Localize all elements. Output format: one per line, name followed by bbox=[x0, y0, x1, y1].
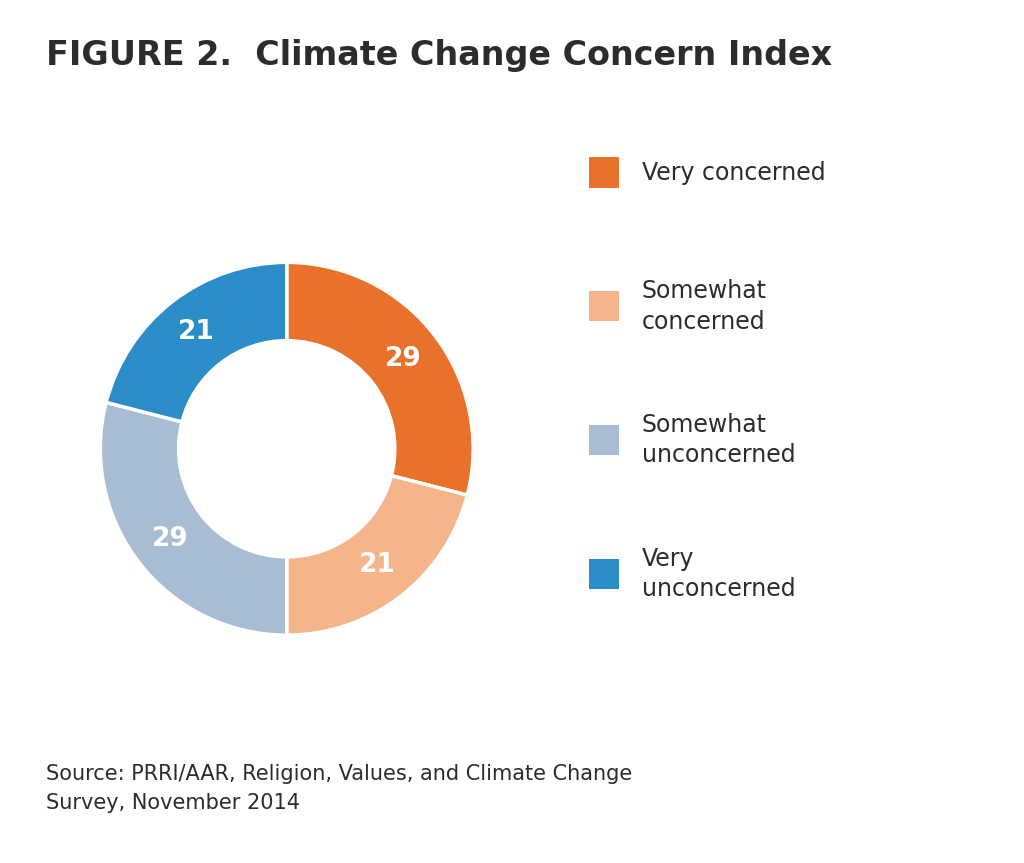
Text: Source: PRRI/AAR, Religion, Values, and Climate Change
Survey, November 2014: Source: PRRI/AAR, Religion, Values, and … bbox=[46, 764, 633, 813]
Text: Very
unconcerned: Very unconcerned bbox=[641, 546, 796, 602]
Text: Very concerned: Very concerned bbox=[641, 161, 825, 185]
Wedge shape bbox=[287, 262, 473, 495]
Text: Somewhat
concerned: Somewhat concerned bbox=[641, 279, 767, 334]
Text: 21: 21 bbox=[358, 552, 395, 578]
Text: FIGURE 2.  Climate Change Concern Index: FIGURE 2. Climate Change Concern Index bbox=[46, 39, 833, 72]
Text: 29: 29 bbox=[152, 526, 188, 552]
Text: 29: 29 bbox=[385, 345, 422, 371]
Wedge shape bbox=[287, 476, 467, 635]
Text: Somewhat
unconcerned: Somewhat unconcerned bbox=[641, 413, 796, 468]
Wedge shape bbox=[100, 402, 287, 635]
Text: 21: 21 bbox=[178, 319, 215, 345]
Wedge shape bbox=[106, 262, 287, 422]
